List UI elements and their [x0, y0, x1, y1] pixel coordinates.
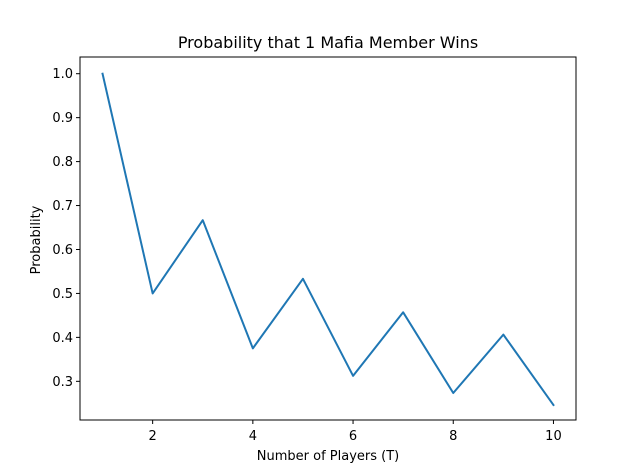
x-tick-label: 8 — [449, 429, 457, 444]
x-tick-label: 6 — [349, 429, 357, 444]
y-tick-label: 0.9 — [52, 111, 73, 126]
y-tick-label: 0.7 — [52, 199, 73, 214]
series-line-probability — [101, 72, 555, 407]
series-layer — [101, 72, 555, 407]
y-tick-label: 0.6 — [52, 243, 73, 258]
y-tick-label: 0.8 — [52, 155, 73, 170]
chart-title: Probability that 1 Mafia Member Wins — [178, 33, 478, 52]
y-tick-label: 0.4 — [52, 331, 73, 346]
x-tick-label: 4 — [249, 429, 257, 444]
x-tick-label: 2 — [149, 429, 157, 444]
x-axis-label: Number of Players (T) — [257, 449, 399, 464]
x-tick-label: 10 — [545, 429, 562, 444]
axes-frame — [79, 56, 577, 421]
y-axis-ticks: 0.3 0.4 0.5 0.6 0.7 0.8 0.9 1.0 — [52, 67, 80, 390]
y-tick-label: 0.5 — [52, 287, 73, 302]
y-tick-label: 0.3 — [52, 375, 73, 390]
y-tick-label: 1.0 — [52, 67, 73, 82]
x-axis-ticks: 2 4 6 8 10 — [149, 420, 562, 444]
y-axis-label: Probability — [29, 205, 44, 274]
